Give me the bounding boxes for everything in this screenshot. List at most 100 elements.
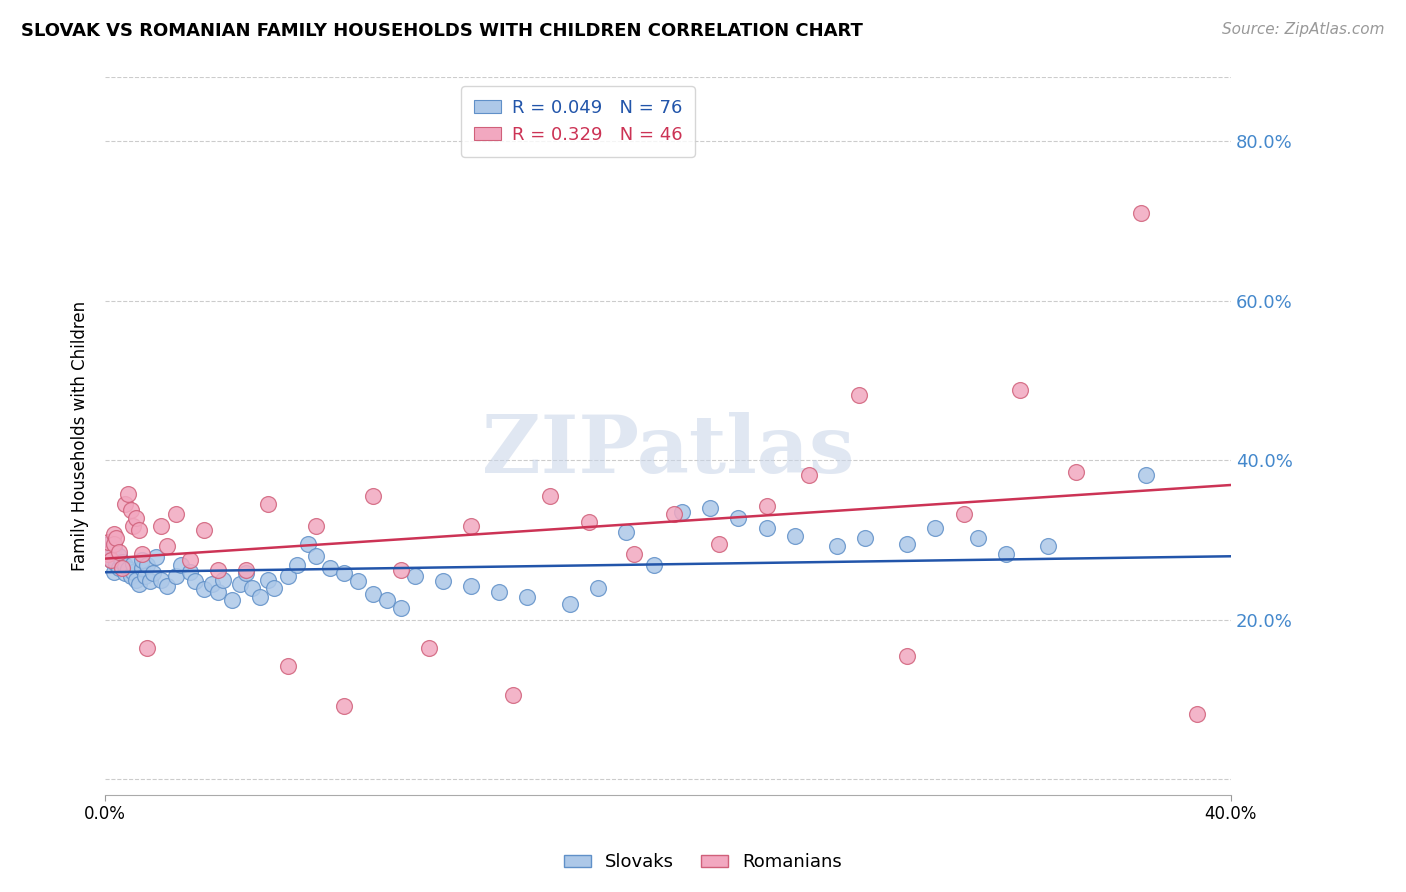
Point bbox=[122, 557, 145, 571]
Point bbox=[207, 563, 229, 577]
Point bbox=[783, 529, 806, 543]
Point bbox=[896, 537, 918, 551]
Point bbox=[755, 500, 778, 514]
Point bbox=[418, 640, 440, 655]
Point bbox=[699, 501, 721, 516]
Point bbox=[432, 574, 454, 589]
Point bbox=[201, 576, 224, 591]
Point bbox=[1185, 706, 1208, 721]
Point bbox=[404, 569, 426, 583]
Point bbox=[165, 569, 187, 583]
Point bbox=[97, 549, 120, 563]
Point bbox=[240, 581, 263, 595]
Point bbox=[333, 566, 356, 581]
Point bbox=[100, 545, 122, 559]
Point bbox=[1135, 467, 1157, 482]
Point bbox=[97, 547, 120, 561]
Point bbox=[586, 581, 609, 595]
Point bbox=[221, 592, 243, 607]
Point bbox=[853, 531, 876, 545]
Point bbox=[257, 573, 280, 587]
Point bbox=[212, 573, 235, 587]
Point bbox=[263, 581, 285, 595]
Point bbox=[100, 553, 122, 567]
Point bbox=[361, 489, 384, 503]
Point bbox=[249, 591, 271, 605]
Point bbox=[460, 579, 482, 593]
Point bbox=[207, 584, 229, 599]
Point bbox=[108, 545, 131, 559]
Point bbox=[122, 518, 145, 533]
Point bbox=[128, 576, 150, 591]
Point bbox=[184, 574, 207, 589]
Point bbox=[502, 689, 524, 703]
Point bbox=[139, 574, 162, 589]
Point bbox=[375, 592, 398, 607]
Point bbox=[896, 648, 918, 663]
Point bbox=[142, 566, 165, 581]
Point bbox=[623, 547, 645, 561]
Point bbox=[114, 558, 136, 573]
Point bbox=[662, 508, 685, 522]
Point bbox=[111, 555, 134, 569]
Point bbox=[105, 557, 128, 571]
Point bbox=[488, 584, 510, 599]
Point bbox=[125, 573, 148, 587]
Point bbox=[389, 600, 412, 615]
Point bbox=[97, 537, 120, 551]
Point bbox=[578, 516, 600, 530]
Point bbox=[114, 566, 136, 581]
Point bbox=[361, 587, 384, 601]
Point bbox=[179, 553, 201, 567]
Point bbox=[131, 561, 153, 575]
Point bbox=[924, 521, 946, 535]
Point bbox=[97, 534, 120, 549]
Point bbox=[136, 640, 159, 655]
Point bbox=[122, 565, 145, 579]
Point bbox=[305, 549, 328, 563]
Point bbox=[797, 467, 820, 482]
Point bbox=[614, 524, 637, 539]
Point bbox=[136, 558, 159, 573]
Point bbox=[156, 539, 179, 553]
Point bbox=[105, 531, 128, 545]
Legend: R = 0.049   N = 76, R = 0.329   N = 46: R = 0.049 N = 76, R = 0.329 N = 46 bbox=[461, 87, 695, 157]
Point bbox=[229, 576, 252, 591]
Point bbox=[285, 558, 308, 573]
Point bbox=[277, 569, 299, 583]
Point bbox=[1064, 465, 1087, 479]
Point bbox=[277, 659, 299, 673]
Point bbox=[103, 541, 125, 555]
Point bbox=[319, 561, 342, 575]
Point bbox=[1036, 539, 1059, 553]
Point bbox=[538, 489, 561, 503]
Point bbox=[516, 591, 538, 605]
Point bbox=[558, 597, 581, 611]
Text: ZIPatlas: ZIPatlas bbox=[482, 411, 855, 490]
Point bbox=[671, 505, 693, 519]
Point bbox=[389, 563, 412, 577]
Legend: Slovaks, Romanians: Slovaks, Romanians bbox=[557, 847, 849, 879]
Point bbox=[994, 547, 1017, 561]
Point bbox=[108, 549, 131, 563]
Point bbox=[952, 508, 974, 522]
Point bbox=[120, 502, 142, 516]
Point bbox=[103, 537, 125, 551]
Y-axis label: Family Households with Children: Family Households with Children bbox=[72, 301, 89, 571]
Point bbox=[125, 510, 148, 524]
Point bbox=[347, 574, 370, 589]
Point bbox=[848, 388, 870, 402]
Text: Source: ZipAtlas.com: Source: ZipAtlas.com bbox=[1222, 22, 1385, 37]
Point bbox=[100, 553, 122, 567]
Point bbox=[103, 565, 125, 579]
Point bbox=[114, 497, 136, 511]
Point bbox=[755, 521, 778, 535]
Point bbox=[257, 497, 280, 511]
Point bbox=[120, 569, 142, 583]
Point bbox=[117, 486, 139, 500]
Point bbox=[134, 569, 156, 583]
Point bbox=[131, 553, 153, 567]
Point bbox=[235, 563, 257, 577]
Point bbox=[966, 531, 988, 545]
Point bbox=[150, 573, 173, 587]
